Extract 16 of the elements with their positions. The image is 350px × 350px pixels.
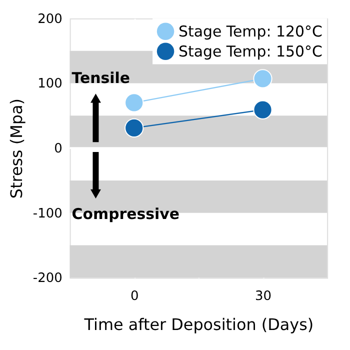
point: [253, 100, 272, 120]
y-tick-label: 100: [38, 76, 62, 92]
x-tick-label: 30: [255, 289, 272, 304]
point: [124, 93, 144, 112]
point: [253, 69, 272, 88]
legend-label: Stage Temp: 120°C: [178, 22, 322, 40]
y-tick-label: 0: [54, 142, 62, 157]
annotation: Tensile: [72, 69, 130, 88]
x-axis-title: Time after Deposition (Days): [83, 315, 314, 334]
y-tick-label: 200: [38, 12, 62, 27]
point: [124, 118, 144, 138]
y-axis-title: Stress (Mpa): [6, 98, 26, 199]
y-tick-label: -100: [32, 206, 62, 222]
y-tick-label: -200: [32, 271, 62, 286]
annotation: Compressive: [72, 204, 180, 223]
legend-label: Stage Temp: 150°C: [178, 42, 322, 60]
